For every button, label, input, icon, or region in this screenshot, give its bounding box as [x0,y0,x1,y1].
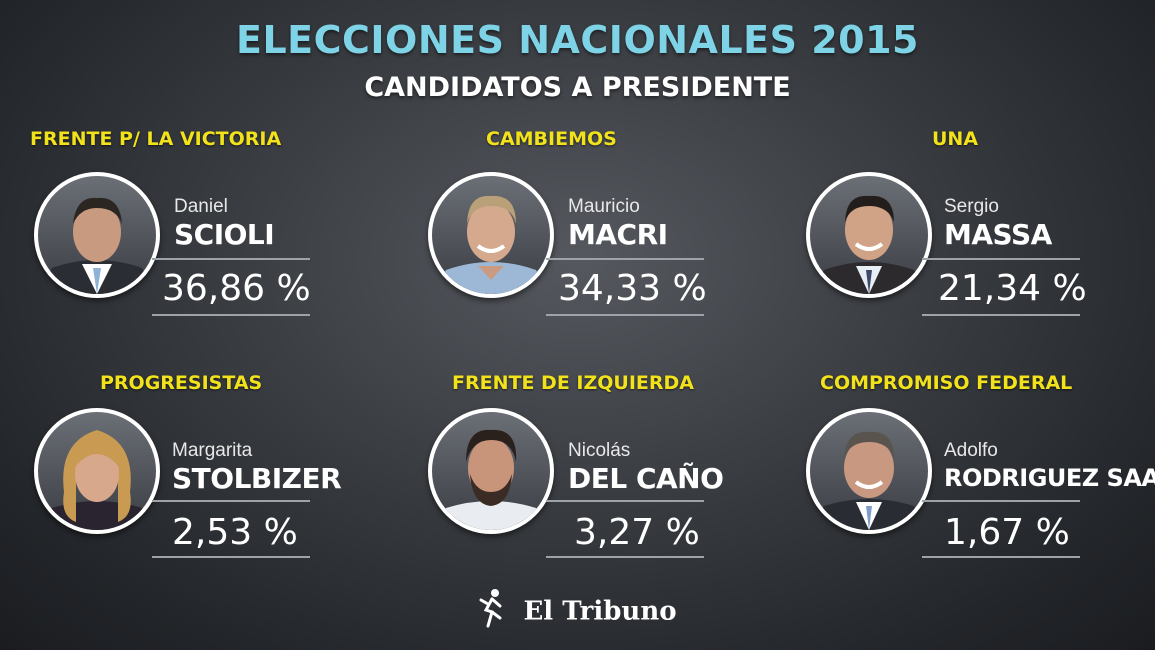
candidate-first-name: Adolfo [944,440,998,461]
candidate-first-name: Nicolás [568,440,631,461]
party-label: FRENTE P/ LA VICTORIA [30,128,282,150]
candidate-first-name: Daniel [174,196,228,217]
candidate-card-massa: UNA Sergio MASSA 21,34 % [804,128,1155,328]
candidate-first-name: Margarita [172,440,253,461]
candidate-last-name: STOLBIZER [172,462,342,495]
candidate-percent: 3,27 % [574,512,700,553]
party-label: FRENTE DE IZQUIERDA [452,372,694,394]
divider-line [546,314,704,316]
candidate-card-del-cano: FRENTE DE IZQUIERDA Nicolás DEL CAÑO 3,2… [424,372,804,572]
candidate-percent: 2,53 % [172,512,298,553]
candidate-photo [806,408,932,534]
divider-line [546,500,704,502]
candidate-percent: 34,33 % [558,268,707,309]
divider-line [546,258,704,260]
divider-line [546,556,704,558]
page-title: ELECCIONES NACIONALES 2015 [236,18,919,62]
candidate-first-name: Sergio [944,196,999,217]
candidate-percent: 36,86 % [162,268,311,309]
candidate-percent: 1,67 % [944,512,1070,553]
candidate-card-stolbizer: PROGRESISTAS Margarita STOLBIZER 2,53 % [30,372,410,572]
candidate-photo [34,172,160,298]
candidate-last-name: MACRI [568,218,668,251]
party-label: CAMBIEMOS [486,128,617,150]
party-label: UNA [932,128,979,150]
candidate-last-name: SCIOLI [174,218,275,251]
el-tribuno-logo: El Tribuno [0,588,1155,635]
divider-line [922,500,1080,502]
candidate-photo [806,172,932,298]
divider-line [922,556,1080,558]
page-subtitle: CANDIDATOS A PRESIDENTE [364,72,791,103]
party-label: PROGRESISTAS [100,372,263,394]
logo-text: El Tribuno [523,596,677,627]
candidate-photo [34,408,160,534]
party-label: COMPROMISO FEDERAL [820,372,1073,394]
divider-line [152,556,310,558]
candidate-last-name: RODRIGUEZ SAA [944,464,1155,492]
divider-line [152,258,310,260]
candidate-first-name: Mauricio [568,196,640,217]
divider-line [922,314,1080,316]
candidate-card-macri: CAMBIEMOS Mauricio MACRI 34,33 % [424,128,804,328]
candidate-percent: 21,34 % [938,268,1087,309]
candidate-card-rodriguez-saa: COMPROMISO FEDERAL Adolfo RODRIGUEZ SAA … [804,372,1155,572]
candidate-photo [428,172,554,298]
candidate-photo [428,408,554,534]
divider-line [152,314,310,316]
candidate-last-name: DEL CAÑO [568,462,724,495]
candidate-last-name: MASSA [944,218,1052,251]
divider-line [152,500,310,502]
candidate-card-scioli: FRENTE P/ LA VICTORIA Daniel SCIOLI 36,8… [30,128,410,328]
runner-icon [478,588,506,635]
divider-line [922,258,1080,260]
